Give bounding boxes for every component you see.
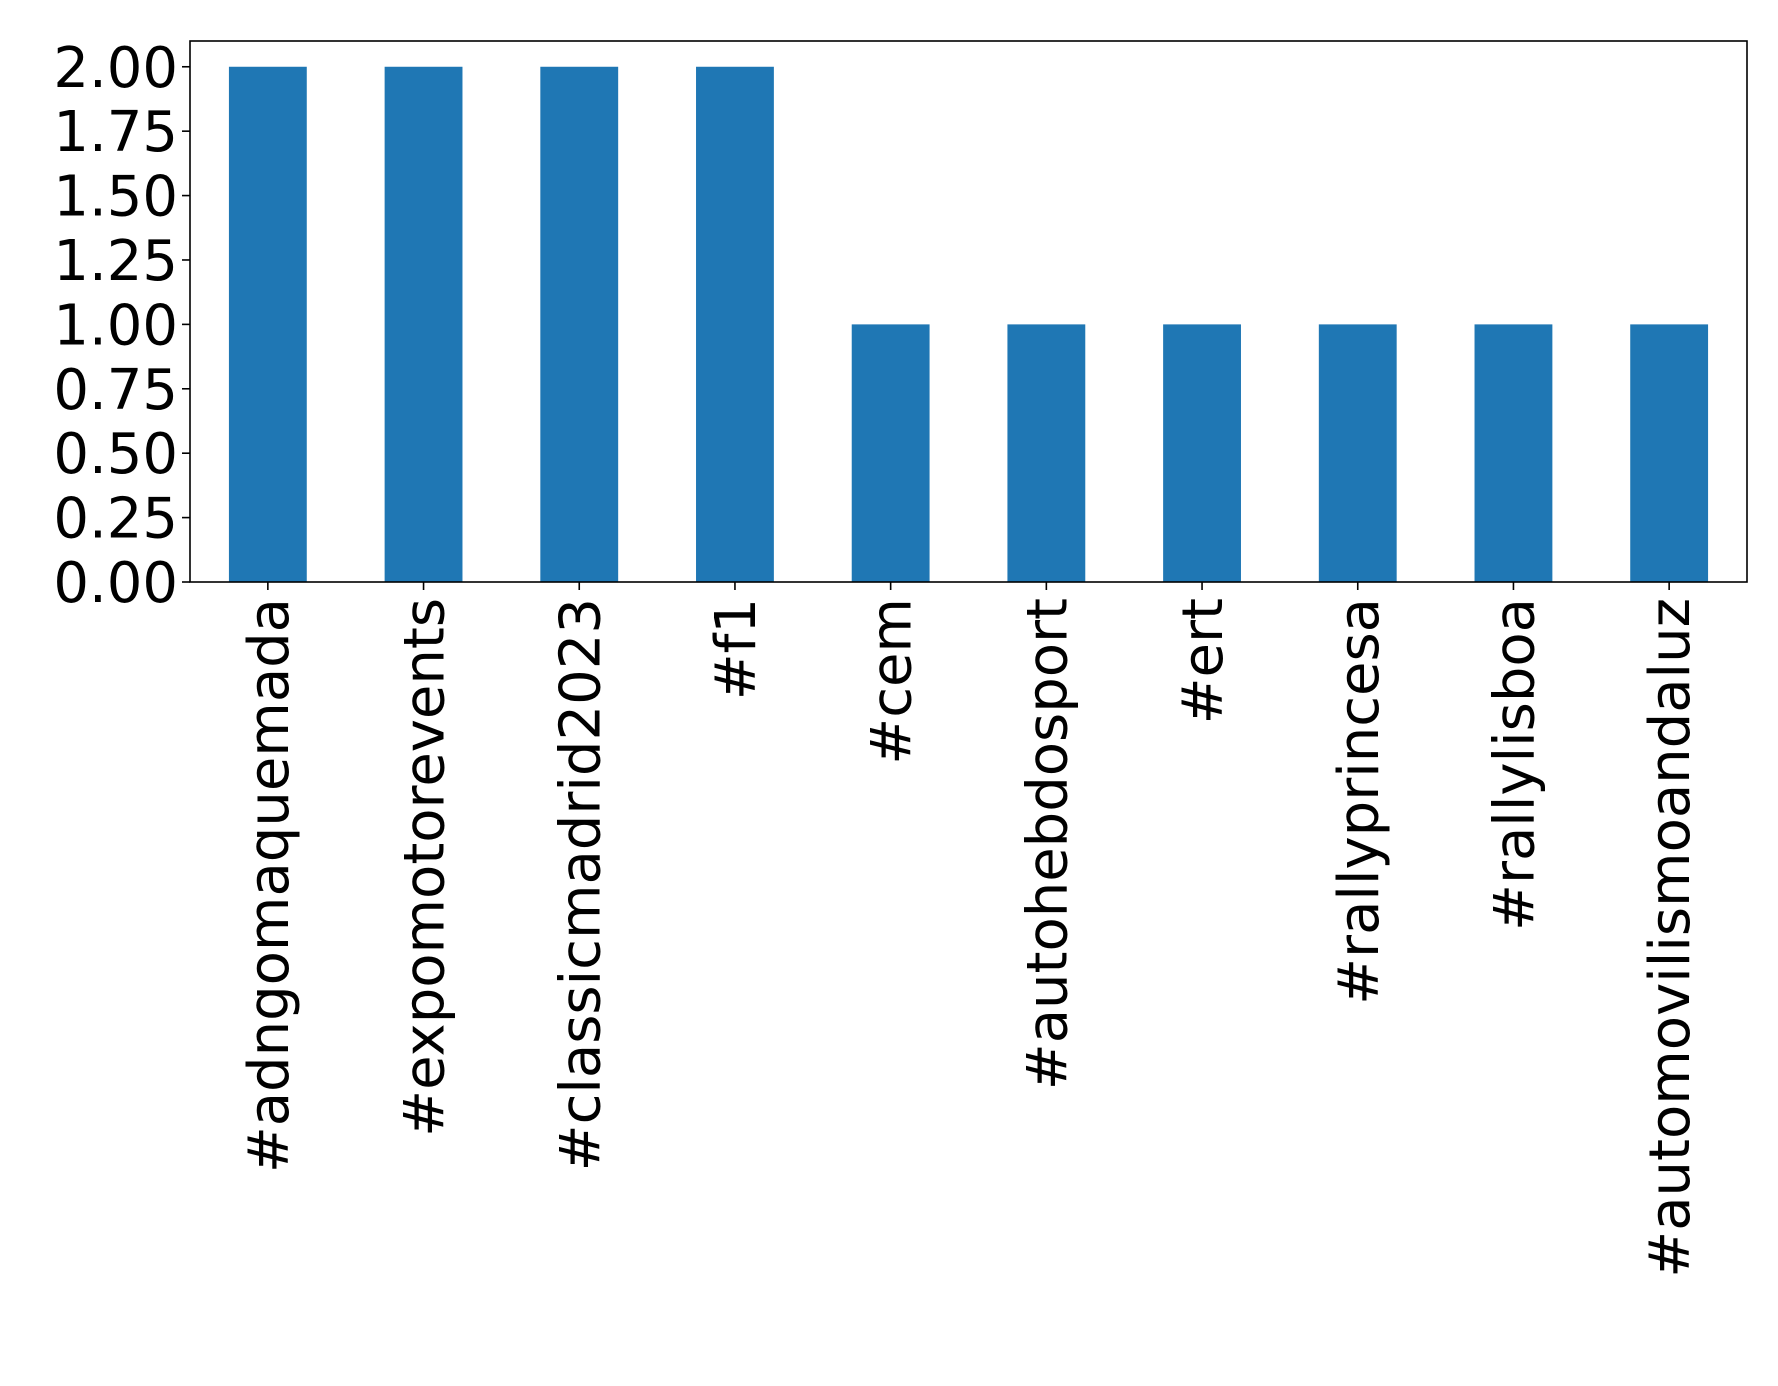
- bar-ert: [1163, 324, 1241, 582]
- bar-adngomaquemada: [228, 66, 307, 582]
- y-axis: 0.000.250.500.751.001.251.501.752.00: [53, 36, 190, 616]
- y-tick-label: 1.50: [53, 165, 178, 230]
- x-tick-label: #expomotorevents: [393, 598, 458, 1137]
- x-tick-label: #rallylisboa: [1482, 598, 1547, 931]
- bar-expomotorevents: [384, 66, 463, 582]
- bar-f1: [696, 66, 774, 582]
- y-tick-label: 0.00: [53, 551, 178, 616]
- plot-area-frame: [189, 40, 1748, 583]
- y-tick-label: 1.25: [53, 229, 178, 294]
- bar-autohebdosport: [1007, 324, 1086, 582]
- y-tick-label: 0.75: [53, 358, 178, 423]
- bar-automovilismoandaluz: [1630, 324, 1709, 582]
- x-tick-label: #automovilismoandaluz: [1638, 598, 1703, 1278]
- x-tick-label: #f1: [704, 598, 769, 700]
- bars: [228, 66, 1709, 582]
- x-tick-label: #classicmadrid2023: [548, 598, 613, 1171]
- x-tick-label: #rallyprincesa: [1327, 598, 1392, 1005]
- y-tick-label: 1.00: [53, 293, 178, 358]
- x-tick-label: #autohebdosport: [1015, 598, 1080, 1090]
- y-tick-label: 2.00: [53, 36, 178, 101]
- x-tick-label: #adngomaquemada: [237, 598, 302, 1173]
- bar-cem: [851, 324, 930, 582]
- x-tick-label: #ert: [1171, 598, 1236, 724]
- bar-classicmadrid2023: [540, 66, 619, 582]
- bar-rallylisboa: [1474, 324, 1553, 582]
- x-axis: #adngomaquemada #expomotorevents #classicm…: [237, 582, 1703, 1278]
- x-tick-label: #cem: [860, 598, 925, 765]
- bar-rallyprincesa: [1318, 324, 1397, 582]
- y-tick-label: 0.25: [53, 487, 178, 552]
- y-tick-label: 0.50: [53, 422, 178, 487]
- y-tick-label: 1.75: [53, 100, 178, 165]
